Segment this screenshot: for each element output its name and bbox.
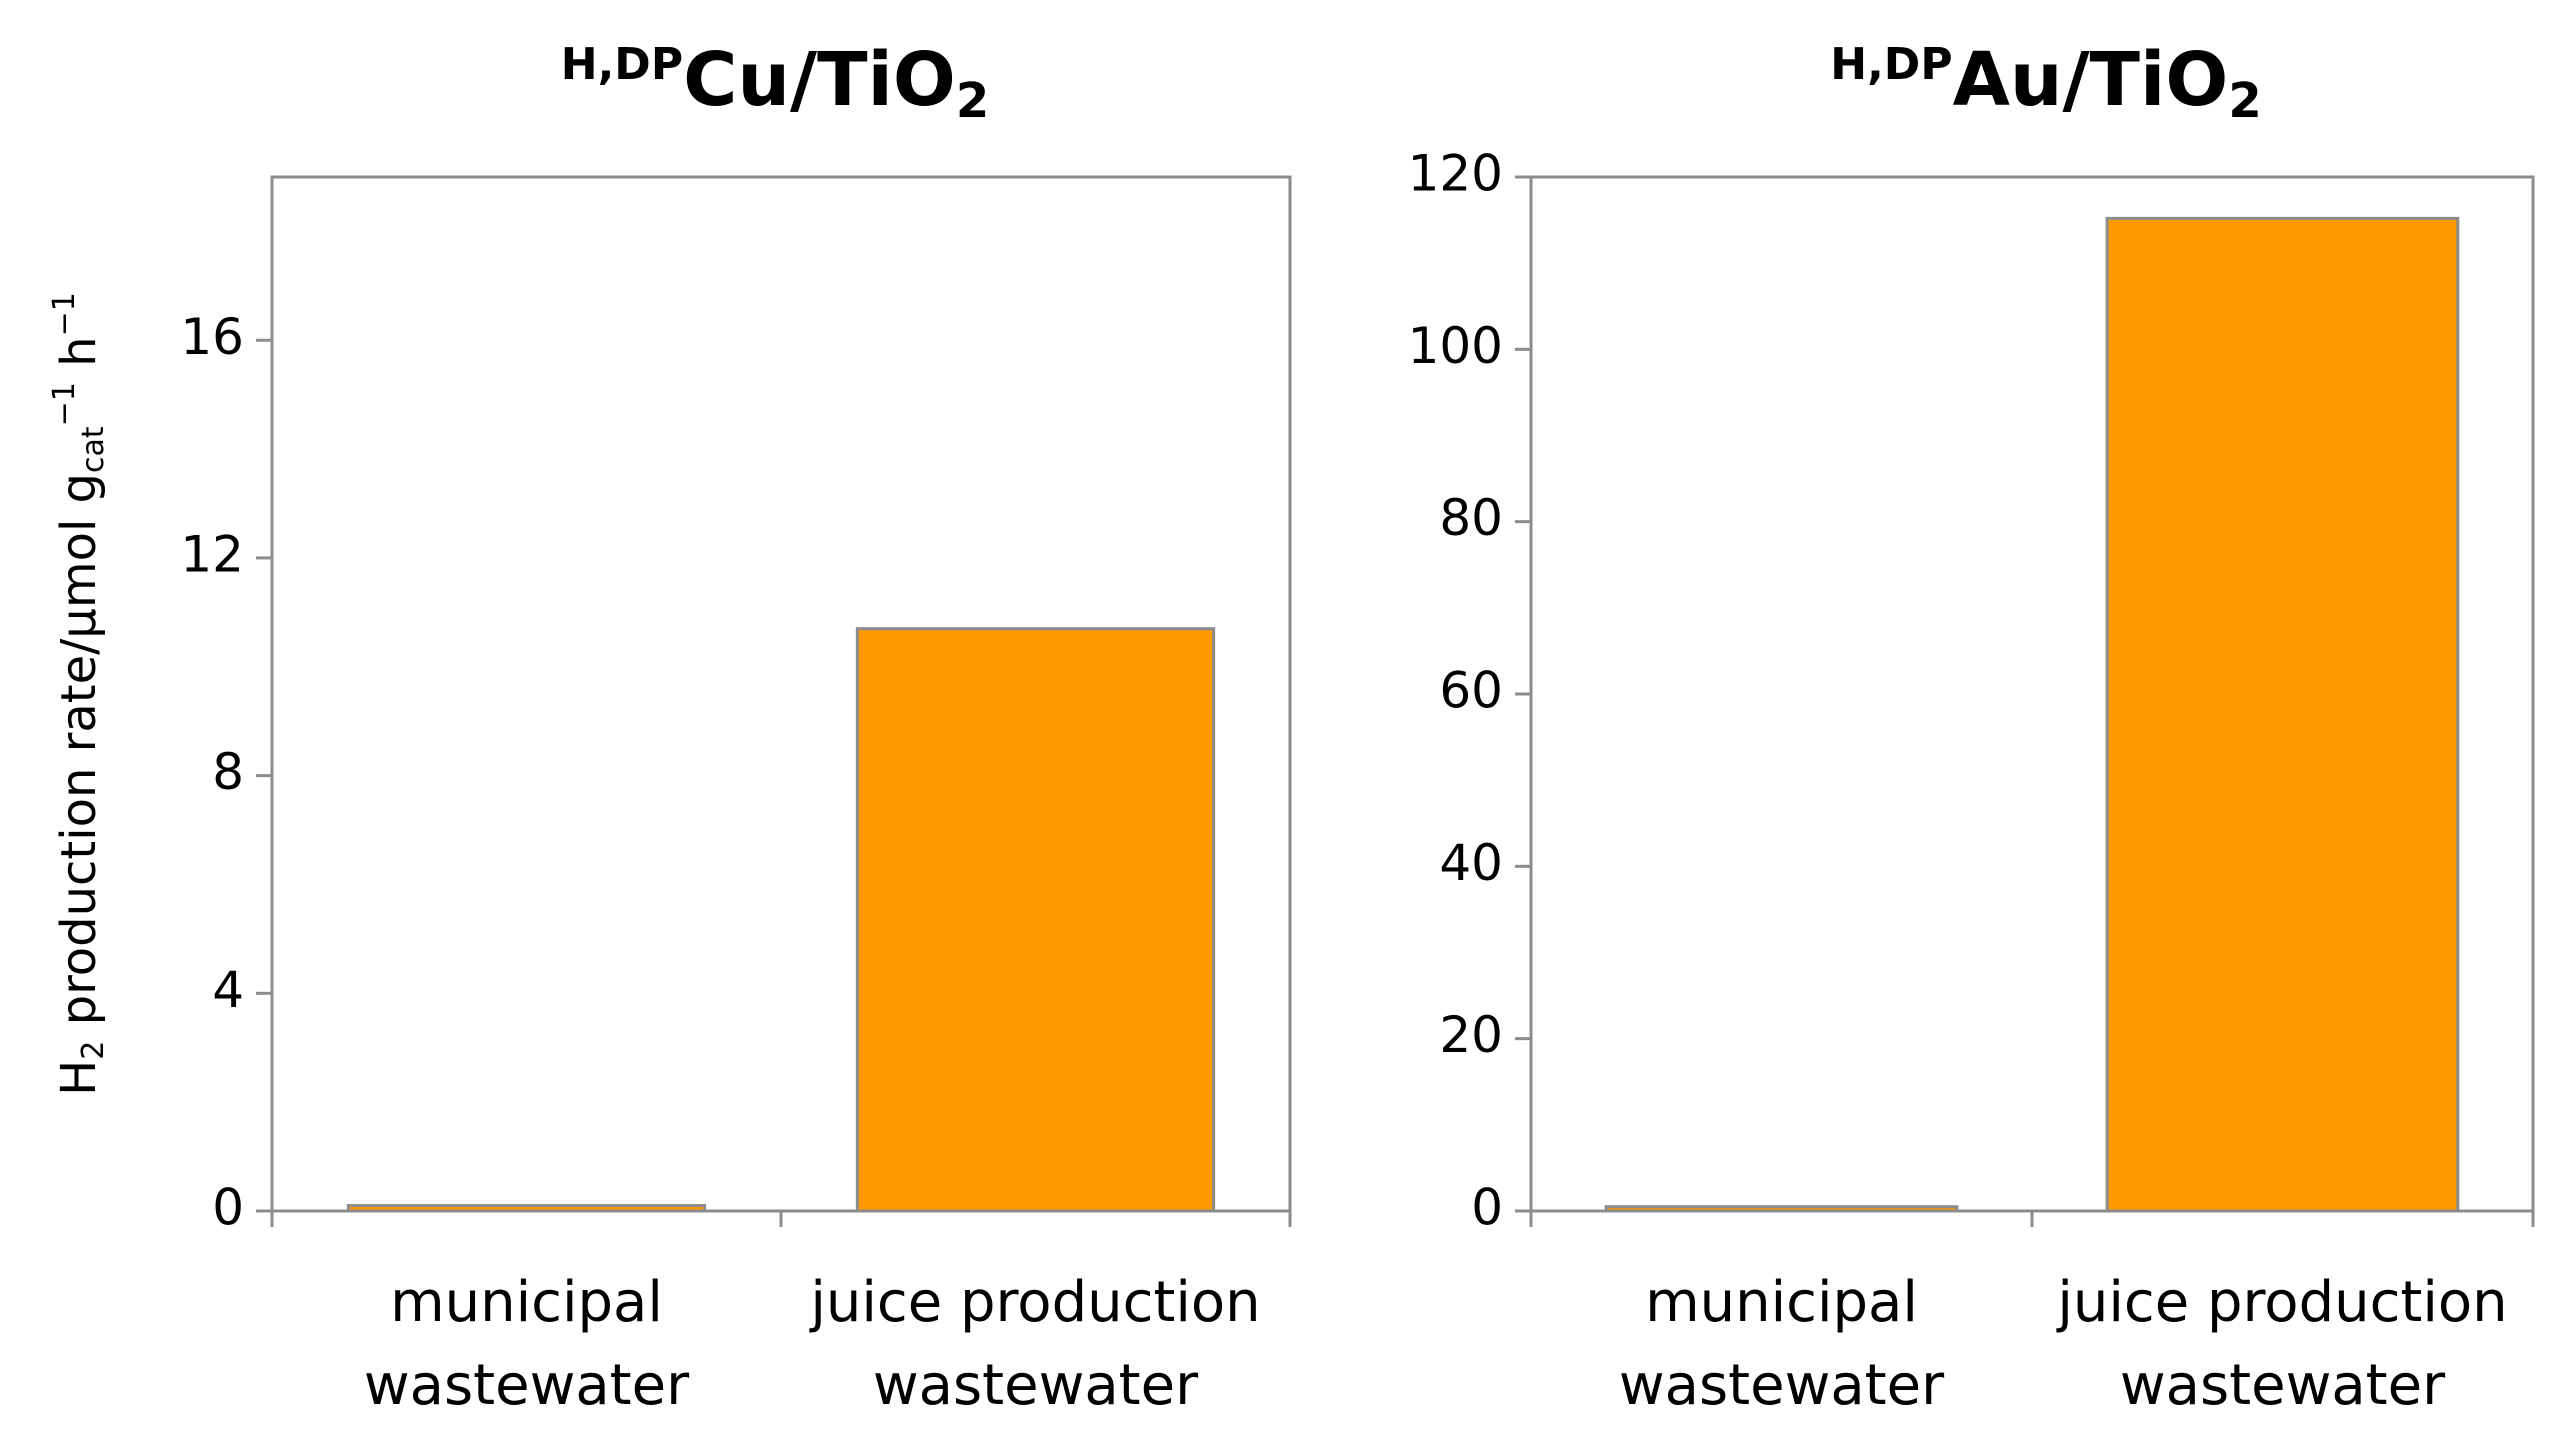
bar: [855, 627, 1216, 1213]
label-part: H: [51, 1060, 107, 1096]
y-tick-label: 8: [212, 743, 244, 801]
title-sub: 2: [956, 73, 989, 129]
bar: [346, 1204, 707, 1213]
x-tick-label: juice production: [808, 1270, 1260, 1335]
y-tick-label: 120: [1408, 145, 1503, 203]
title-sup: H,DP: [1830, 39, 1952, 90]
x-tick-label: juice production: [2055, 1270, 2507, 1335]
y-tick-label: 12: [180, 525, 244, 583]
bar: [1604, 1205, 1959, 1213]
chart-title: H,DPCu/TiO2: [561, 37, 990, 129]
y-tick-label: 0: [212, 1179, 244, 1237]
y-tick-label: 4: [212, 961, 244, 1019]
y-tick-label: 60: [1439, 662, 1503, 720]
y-tick-label: 40: [1439, 834, 1503, 892]
label-sub: 2: [76, 1041, 111, 1060]
x-tick-label: municipal: [1645, 1270, 1918, 1335]
bar: [2105, 216, 2460, 1213]
x-tick-label: municipal: [390, 1270, 663, 1335]
y-tick-label: 0: [1471, 1179, 1503, 1237]
y-tick-label: 100: [1408, 317, 1503, 375]
x-tick-label: wastewater: [2120, 1353, 2446, 1418]
title-main: Au/TiO: [1953, 37, 2229, 123]
label-part: h: [51, 336, 107, 382]
title-main: Cu/TiO: [683, 37, 956, 123]
y-axis-label: H2 production rate/µmol gcat−1 h−1: [47, 292, 111, 1096]
label-sup: −1: [47, 382, 82, 426]
title-sub: 2: [2228, 73, 2261, 129]
chart-title: H,DPAu/TiO2: [1830, 37, 2261, 129]
x-tick-label: wastewater: [873, 1353, 1199, 1418]
x-tick-label: wastewater: [1619, 1353, 1945, 1418]
label-sub: cat: [76, 426, 111, 473]
y-tick-label: 16: [180, 308, 244, 366]
label-sup: −1: [47, 292, 82, 336]
label-part: production rate/µmol g: [51, 473, 107, 1041]
x-tick-label: wastewater: [364, 1353, 690, 1418]
title-sup: H,DP: [561, 39, 683, 90]
y-tick-label: 80: [1439, 489, 1503, 547]
y-tick-label: 20: [1439, 1006, 1503, 1064]
